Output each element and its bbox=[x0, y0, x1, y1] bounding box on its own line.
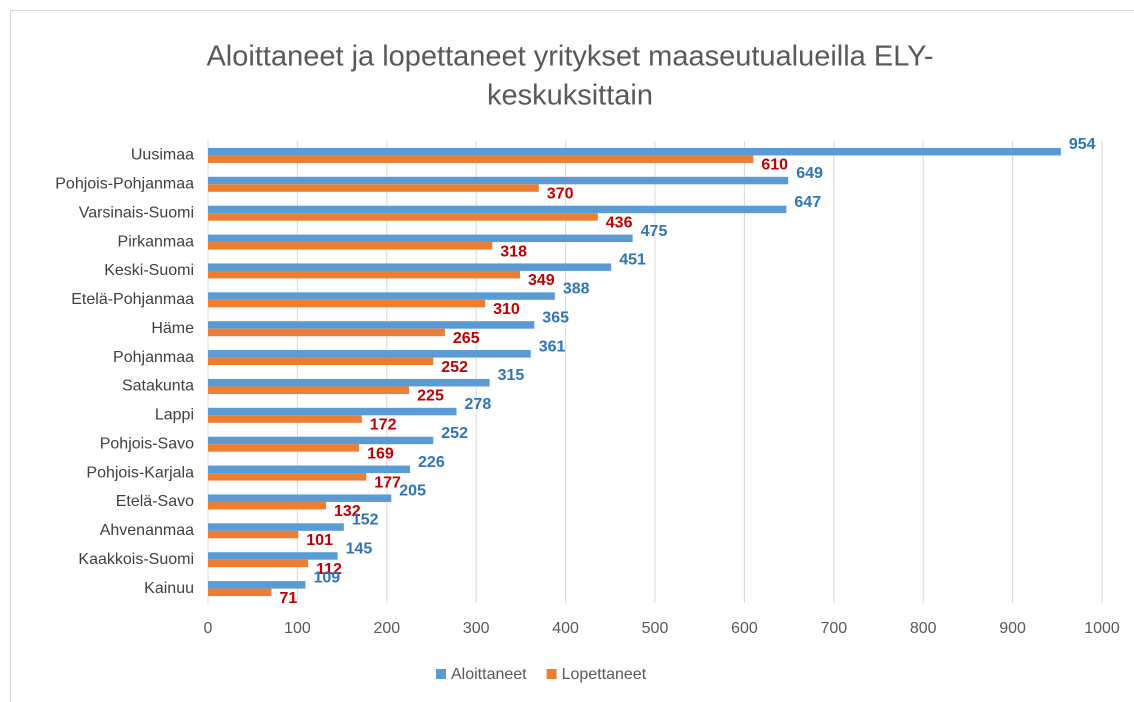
bar bbox=[208, 378, 490, 387]
data-label: 436 bbox=[606, 214, 633, 231]
y-tick-label: Pohjois-Pohjanmaa bbox=[55, 176, 194, 193]
data-label: 109 bbox=[313, 569, 340, 586]
data-label: 349 bbox=[528, 272, 555, 289]
y-tick-label: Pohjanmaa bbox=[113, 349, 194, 366]
data-label: 177 bbox=[374, 474, 401, 491]
x-tick-label: 700 bbox=[820, 620, 847, 637]
y-tick-label: Etelä-Pohjanmaa bbox=[71, 291, 194, 308]
data-label: 361 bbox=[539, 338, 566, 355]
bar bbox=[208, 155, 754, 163]
y-tick-label: Ahvenanmaa bbox=[100, 522, 194, 539]
data-label: 451 bbox=[619, 252, 646, 269]
bar bbox=[208, 436, 434, 445]
data-label: 71 bbox=[279, 590, 297, 607]
data-label: 112 bbox=[316, 561, 342, 578]
bar bbox=[208, 321, 535, 329]
bar bbox=[208, 501, 327, 510]
data-label: 172 bbox=[370, 417, 397, 434]
bar bbox=[208, 292, 555, 300]
x-tick-label: 200 bbox=[373, 620, 400, 637]
x-tick-label: 400 bbox=[552, 620, 579, 637]
bar bbox=[208, 147, 1061, 156]
y-tick-label: Kaakkois-Suomi bbox=[78, 551, 194, 568]
y-tick-label: Pohjois-Karjala bbox=[86, 464, 194, 481]
data-label: 152 bbox=[352, 512, 379, 529]
x-tick-label: 1000 bbox=[1084, 620, 1120, 637]
data-label: 278 bbox=[465, 396, 492, 413]
data-label: 649 bbox=[796, 165, 823, 182]
legend-label: Lopettaneet bbox=[562, 666, 647, 683]
data-label: 226 bbox=[418, 454, 445, 471]
bar bbox=[208, 407, 457, 416]
data-label: 252 bbox=[441, 359, 468, 376]
bar bbox=[208, 184, 539, 192]
data-label: 310 bbox=[493, 301, 520, 318]
legend-swatch bbox=[546, 669, 557, 679]
legend-label: Aloittaneet bbox=[451, 666, 527, 683]
y-tick-label: Pirkanmaa bbox=[118, 233, 195, 250]
bar bbox=[208, 328, 445, 337]
y-tick-label: Varsinais-Suomi bbox=[79, 204, 194, 221]
x-tick-label: 500 bbox=[642, 620, 669, 637]
bar bbox=[208, 263, 612, 271]
data-label: 101 bbox=[306, 532, 333, 549]
data-label: 475 bbox=[641, 223, 668, 240]
x-tick-label: 600 bbox=[731, 620, 758, 637]
bar bbox=[208, 494, 392, 502]
bar bbox=[208, 176, 789, 185]
bar bbox=[208, 213, 598, 221]
y-tick-label: Keski-Suomi bbox=[104, 262, 194, 279]
x-tick-label: 900 bbox=[999, 620, 1026, 637]
data-label: 169 bbox=[367, 445, 394, 462]
data-label: 205 bbox=[399, 483, 426, 500]
bar bbox=[208, 465, 411, 474]
y-tick-label: Lappi bbox=[155, 407, 194, 424]
bar bbox=[208, 357, 434, 366]
x-tick-label: 300 bbox=[463, 620, 490, 637]
bar bbox=[208, 581, 306, 589]
y-tick-label: Uusimaa bbox=[131, 147, 194, 164]
data-label: 315 bbox=[498, 367, 525, 384]
y-tick-label: Pohjois-Savo bbox=[100, 435, 194, 452]
y-tick-label: Satakunta bbox=[122, 378, 194, 395]
bar bbox=[208, 299, 486, 308]
data-label: 225 bbox=[417, 388, 444, 405]
legend-swatch bbox=[436, 669, 446, 679]
bar bbox=[208, 444, 360, 452]
bar bbox=[208, 523, 344, 531]
bar bbox=[208, 473, 367, 481]
y-tick-label: Etelä-Savo bbox=[116, 493, 194, 510]
bar bbox=[208, 242, 493, 250]
chart-title: Aloittaneet ja lopettaneet yritykset maa… bbox=[206, 41, 933, 73]
data-label: 145 bbox=[346, 540, 373, 557]
x-tick-label: 100 bbox=[284, 620, 311, 637]
x-tick-label: 800 bbox=[910, 620, 937, 637]
data-label: 265 bbox=[453, 330, 480, 347]
bar bbox=[208, 205, 787, 214]
data-label: 954 bbox=[1069, 136, 1096, 153]
data-label: 610 bbox=[761, 157, 788, 174]
data-label: 647 bbox=[794, 194, 821, 211]
data-label: 365 bbox=[542, 309, 569, 326]
bar bbox=[208, 350, 531, 358]
data-label: 252 bbox=[441, 425, 468, 442]
bar bbox=[208, 588, 272, 597]
chart-frame bbox=[10, 10, 1134, 702]
bar bbox=[208, 559, 309, 568]
bar bbox=[208, 270, 521, 279]
data-label: 318 bbox=[500, 243, 527, 260]
data-label: 132 bbox=[334, 503, 361, 520]
bar bbox=[208, 386, 410, 394]
y-tick-label: Kainuu bbox=[144, 580, 194, 597]
chart-title: keskuksittain bbox=[487, 80, 653, 112]
x-tick-label: 0 bbox=[204, 620, 213, 637]
bar bbox=[208, 530, 299, 539]
y-tick-label: Häme bbox=[151, 320, 194, 337]
data-label: 370 bbox=[547, 186, 574, 203]
bar bbox=[208, 234, 633, 243]
bar bbox=[208, 552, 338, 560]
bar bbox=[208, 415, 362, 423]
data-label: 388 bbox=[563, 281, 590, 298]
